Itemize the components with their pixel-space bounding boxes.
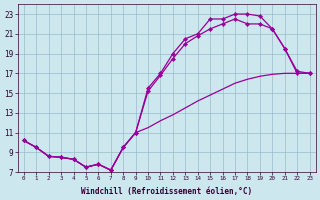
X-axis label: Windchill (Refroidissement éolien,°C): Windchill (Refroidissement éolien,°C) [81,187,252,196]
